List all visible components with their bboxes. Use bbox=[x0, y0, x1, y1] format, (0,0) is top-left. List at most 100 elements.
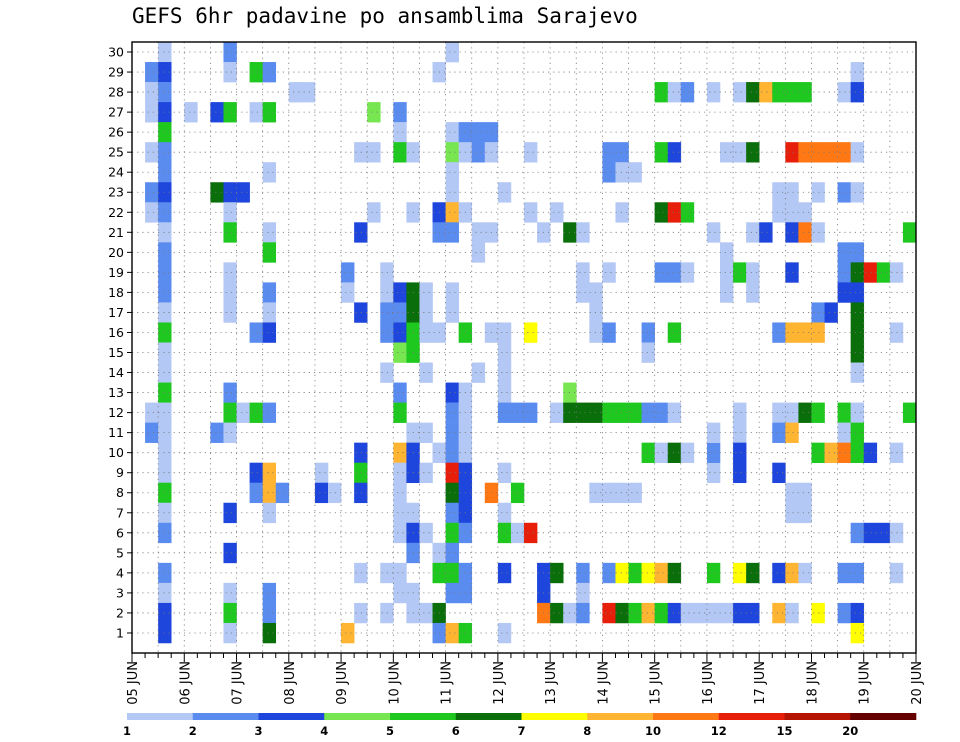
heatmap-cell bbox=[550, 602, 564, 624]
heatmap-cell bbox=[733, 462, 747, 484]
y-tick-label: 25 bbox=[108, 145, 124, 160]
y-tick-label: 11 bbox=[108, 425, 124, 440]
heatmap-cell bbox=[158, 282, 172, 303]
heatmap-cell bbox=[772, 202, 786, 223]
heatmap-cell bbox=[837, 602, 851, 624]
heatmap-cell bbox=[706, 602, 721, 624]
legend-label: 3 bbox=[254, 724, 262, 738]
heatmap-cell bbox=[471, 222, 486, 243]
heatmap-cell bbox=[772, 82, 786, 103]
heatmap-cell bbox=[680, 262, 695, 283]
heatmap-cell bbox=[785, 142, 799, 163]
heatmap-cell bbox=[798, 222, 812, 243]
heatmap-cell bbox=[158, 502, 172, 524]
heatmap-cell bbox=[641, 442, 655, 463]
heatmap-cell bbox=[158, 262, 172, 283]
heatmap-cell bbox=[693, 602, 708, 624]
heatmap-cell bbox=[223, 262, 237, 283]
heatmap-cell bbox=[615, 562, 629, 584]
y-tick-label: 14 bbox=[108, 365, 124, 380]
heatmap-cell bbox=[393, 302, 407, 323]
heatmap-cell bbox=[158, 82, 172, 103]
legend-swatch bbox=[587, 713, 654, 720]
heatmap-cell bbox=[733, 262, 747, 283]
heatmap-cell bbox=[367, 142, 381, 163]
heatmap-cell bbox=[615, 142, 629, 163]
heatmap-cell bbox=[223, 602, 237, 624]
heatmap-cell bbox=[445, 182, 459, 203]
heatmap-cell bbox=[850, 422, 865, 443]
heatmap-cell bbox=[445, 222, 459, 243]
heatmap-cell bbox=[145, 402, 159, 423]
heatmap-cell bbox=[249, 462, 263, 484]
legend-swatch bbox=[784, 713, 851, 720]
heatmap-cell bbox=[628, 562, 642, 584]
heatmap-cell bbox=[798, 502, 812, 524]
heatmap-cell bbox=[733, 402, 747, 423]
heatmap-cell bbox=[746, 82, 760, 103]
heatmap-cell bbox=[210, 422, 224, 443]
y-tick-label: 30 bbox=[108, 45, 124, 60]
heatmap-cell bbox=[419, 602, 433, 624]
heatmap-cell bbox=[262, 482, 277, 504]
heatmap-cell bbox=[654, 402, 669, 423]
heatmap-cell bbox=[262, 322, 277, 343]
heatmap-cell bbox=[158, 462, 172, 484]
heatmap-cell bbox=[419, 302, 433, 323]
legend-swatch bbox=[850, 713, 917, 720]
heatmap-cell bbox=[746, 142, 760, 163]
heatmap-cell bbox=[785, 562, 799, 584]
heatmap-cell bbox=[772, 182, 786, 203]
heatmap-cell bbox=[419, 522, 433, 544]
y-tick-label: 19 bbox=[108, 265, 124, 280]
heatmap-cell bbox=[419, 422, 433, 443]
legend-label: 7 bbox=[517, 724, 525, 738]
heatmap-cell bbox=[733, 602, 747, 624]
heatmap-cell bbox=[445, 422, 459, 443]
heatmap-cell bbox=[158, 302, 172, 323]
y-tick-label: 1 bbox=[116, 625, 124, 640]
heatmap-cell bbox=[314, 482, 329, 504]
y-tick-label: 28 bbox=[108, 85, 124, 100]
heatmap-cell bbox=[445, 42, 459, 63]
heatmap-cell bbox=[772, 462, 786, 484]
heatmap-cell bbox=[576, 562, 590, 584]
heatmap-cell bbox=[262, 102, 277, 123]
heatmap-cell bbox=[223, 402, 237, 423]
heatmap-cell bbox=[667, 442, 682, 463]
heatmap-cell bbox=[497, 622, 512, 644]
heatmap-cell bbox=[602, 602, 616, 624]
heatmap-cell bbox=[785, 422, 799, 443]
heatmap-cell bbox=[798, 402, 812, 423]
heatmap-cell bbox=[471, 242, 486, 263]
legend-swatch bbox=[390, 713, 457, 720]
heatmap-cell bbox=[602, 562, 616, 584]
heatmap-cell bbox=[654, 602, 669, 624]
heatmap-cell bbox=[641, 602, 655, 624]
heatmap-cell bbox=[262, 282, 277, 303]
heatmap-cell bbox=[249, 62, 263, 83]
heatmap-cell bbox=[654, 82, 669, 103]
heatmap-cell bbox=[497, 502, 512, 524]
heatmap-cell bbox=[158, 222, 172, 243]
heatmap-cell bbox=[236, 402, 250, 423]
heatmap-cell bbox=[628, 162, 642, 183]
heatmap-cell bbox=[798, 562, 812, 584]
heatmap-cell bbox=[902, 222, 917, 243]
x-tick-label: 11 JUN bbox=[440, 661, 455, 705]
heatmap-cell bbox=[158, 162, 172, 183]
heatmap-cell bbox=[223, 582, 237, 604]
heatmap-cell bbox=[720, 242, 734, 263]
heatmap-cell bbox=[746, 282, 760, 303]
heatmap-cell bbox=[811, 142, 825, 163]
heatmap-cell bbox=[850, 302, 865, 323]
heatmap-cell bbox=[223, 102, 237, 123]
legend-label: 5 bbox=[386, 724, 394, 738]
heatmap-cell bbox=[641, 562, 655, 584]
heatmap-cell bbox=[811, 302, 825, 323]
heatmap-cell bbox=[798, 202, 812, 223]
y-tick-label: 4 bbox=[116, 565, 124, 580]
x-tick-label: 10 JUN bbox=[387, 661, 402, 705]
heatmap-cell bbox=[158, 42, 172, 63]
x-tick-label: 05 JUN bbox=[126, 661, 141, 705]
